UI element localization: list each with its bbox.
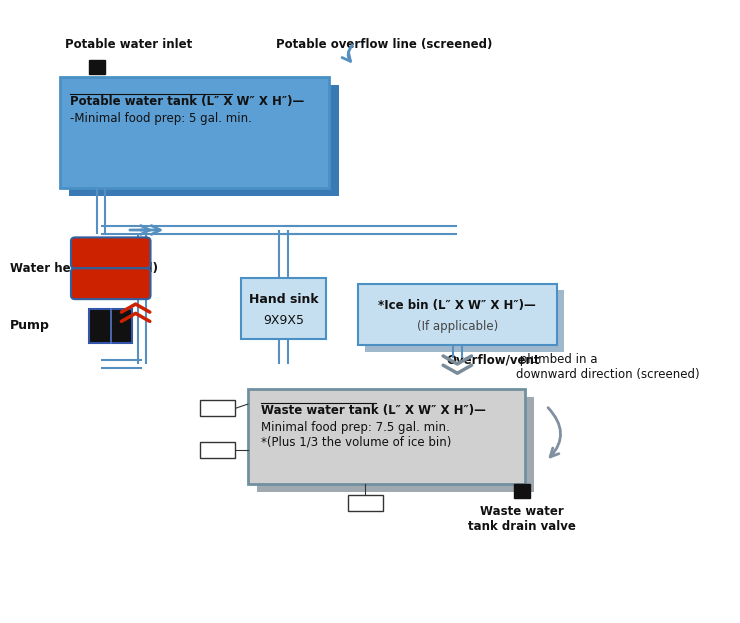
FancyBboxPatch shape xyxy=(71,269,150,299)
Text: *(Plus 1/3 the volume of ice bin): *(Plus 1/3 the volume of ice bin) xyxy=(260,435,451,449)
Text: Minimal food prep: 7.5 gal. min.: Minimal food prep: 7.5 gal. min. xyxy=(260,421,449,434)
Text: Cold water: Cold water xyxy=(78,238,88,298)
Bar xyxy=(200,401,235,416)
Text: Potable water tank (L″ X W″ X H″)—: Potable water tank (L″ X W″ X H″)— xyxy=(70,95,304,108)
Text: Waste water tank (L″ X W″ X H″)—: Waste water tank (L″ X W″ X H″)— xyxy=(260,404,485,417)
Bar xyxy=(257,397,534,492)
FancyBboxPatch shape xyxy=(71,237,150,269)
Text: (If applicable): (If applicable) xyxy=(417,320,498,333)
Bar xyxy=(348,495,383,511)
Bar xyxy=(240,277,326,340)
Bar xyxy=(90,60,105,74)
Bar xyxy=(69,85,339,196)
Text: Overflow/vent: Overflow/vent xyxy=(446,353,539,366)
Text: plumbed in a
downward direction (screened): plumbed in a downward direction (screene… xyxy=(516,353,699,381)
Bar xyxy=(90,309,132,343)
Bar xyxy=(248,389,525,485)
Text: H″: H″ xyxy=(211,445,223,455)
Text: Potable overflow line (screened): Potable overflow line (screened) xyxy=(276,38,493,51)
Text: 9X9X5: 9X9X5 xyxy=(263,314,304,327)
Bar xyxy=(60,77,329,188)
Text: Water heater (1/2 gal): Water heater (1/2 gal) xyxy=(10,262,158,275)
Text: Hand sink: Hand sink xyxy=(249,293,318,306)
Text: Waste water
tank drain valve: Waste water tank drain valve xyxy=(468,505,576,533)
Text: Pump: Pump xyxy=(10,319,50,332)
Bar xyxy=(358,283,556,346)
Text: *Ice bin (L″ X W″ X H″)—: *Ice bin (L″ X W″ X H″)— xyxy=(378,299,536,312)
Text: -Minimal food prep: 5 gal. min.: -Minimal food prep: 5 gal. min. xyxy=(70,112,252,125)
Bar xyxy=(200,442,235,457)
Text: Potable water inlet: Potable water inlet xyxy=(65,38,192,51)
Text: W″: W″ xyxy=(209,404,225,414)
Bar xyxy=(514,485,530,498)
Bar xyxy=(365,290,564,351)
Text: L″: L″ xyxy=(360,498,371,508)
